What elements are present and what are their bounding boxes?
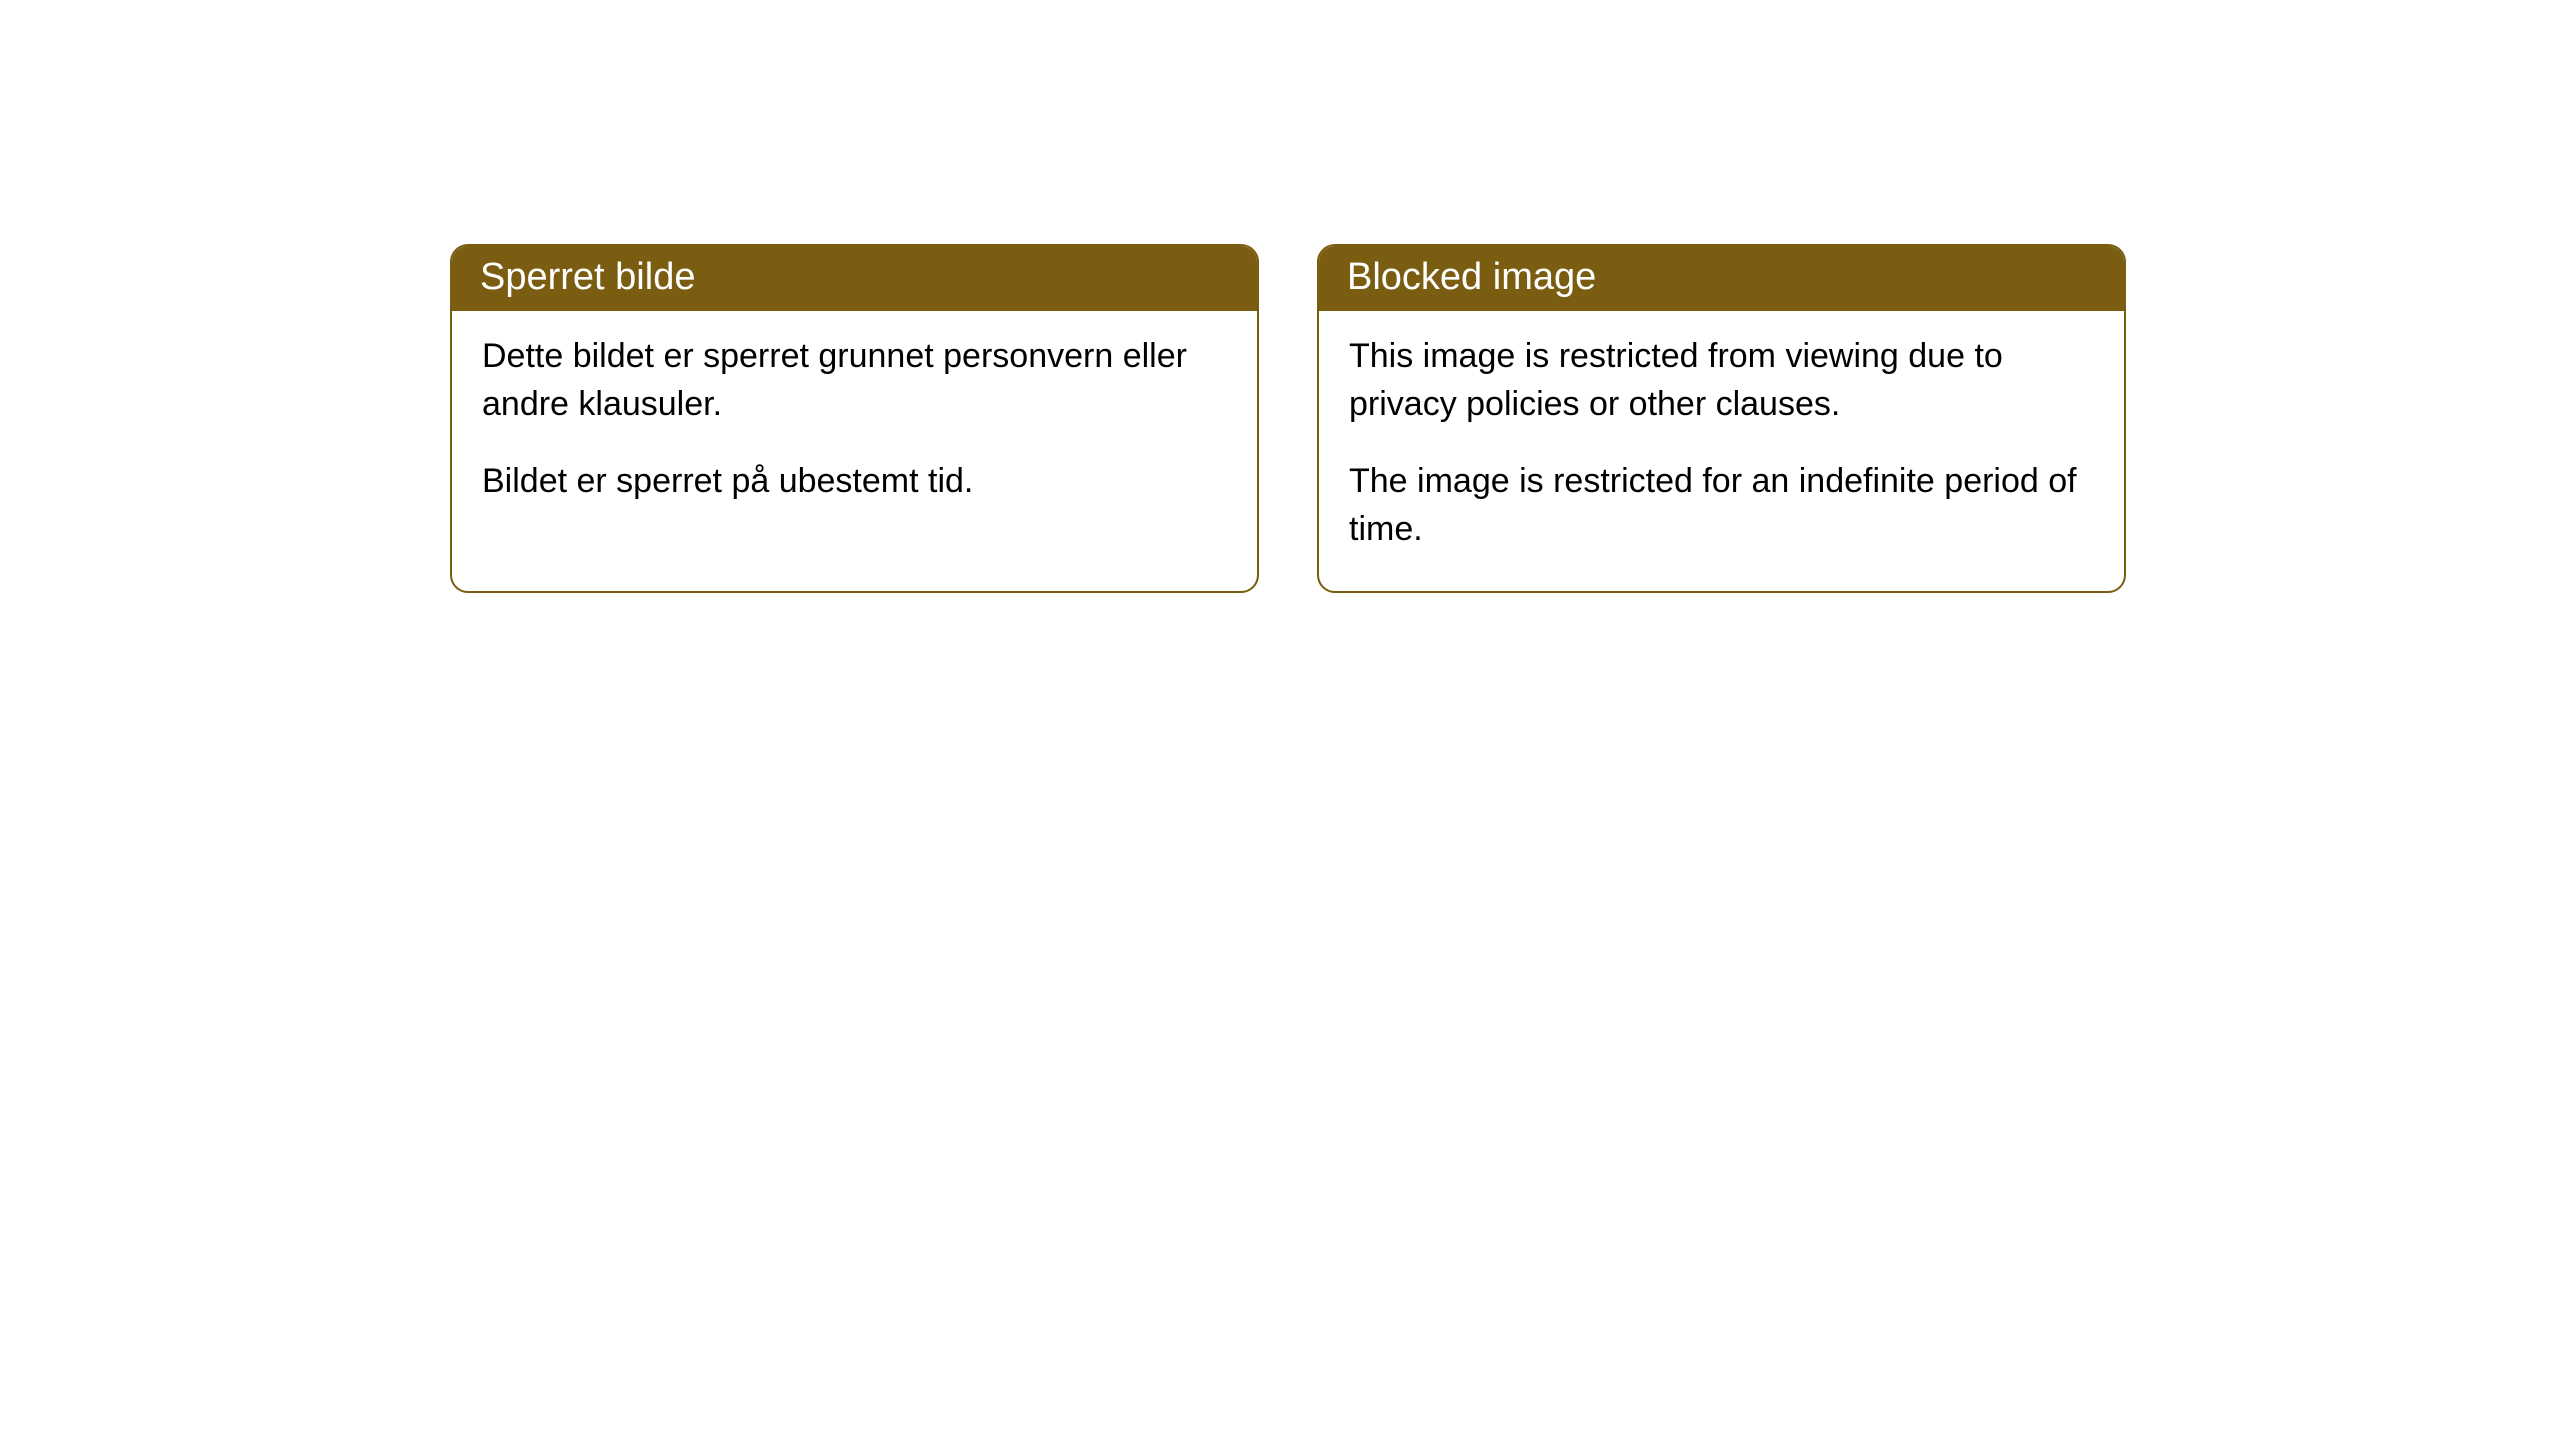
card-body-no: Dette bildet er sperret grunnet personve… bbox=[452, 311, 1257, 544]
card-paragraph-2-en: The image is restricted for an indefinit… bbox=[1349, 458, 2094, 553]
card-body-en: This image is restricted from viewing du… bbox=[1319, 311, 2124, 591]
card-paragraph-1-no: Dette bildet er sperret grunnet personve… bbox=[482, 333, 1227, 428]
card-paragraph-2-no: Bildet er sperret på ubestemt tid. bbox=[482, 458, 1227, 506]
card-header-en: Blocked image bbox=[1319, 246, 2124, 311]
blocked-image-card-en: Blocked image This image is restricted f… bbox=[1317, 244, 2126, 593]
cards-container: Sperret bilde Dette bildet er sperret gr… bbox=[0, 0, 2560, 593]
card-header-no: Sperret bilde bbox=[452, 246, 1257, 311]
blocked-image-card-no: Sperret bilde Dette bildet er sperret gr… bbox=[450, 244, 1259, 593]
card-paragraph-1-en: This image is restricted from viewing du… bbox=[1349, 333, 2094, 428]
